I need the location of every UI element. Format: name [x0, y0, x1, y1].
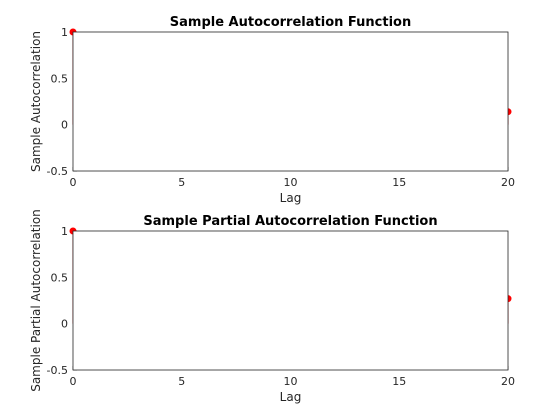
acf-y-tick-label: 0	[61, 119, 68, 132]
acf-x-tick-label: 15	[392, 176, 406, 189]
acf-y-tick-label: 1	[61, 26, 68, 39]
acf-x-tick-label: 0	[70, 176, 77, 189]
pacf-x-tick-label: 5	[178, 375, 185, 388]
pacf-y-tick-label: 1	[61, 225, 68, 238]
pacf-y-tick-label: 0.5	[51, 271, 69, 284]
pacf-y-tick-label: 0	[61, 318, 68, 331]
acf-x-tick-label: 20	[501, 176, 515, 189]
pacf-x-tick-label: 0	[70, 375, 77, 388]
acf-x-axis-label: Lag	[280, 191, 302, 205]
pacf-y-tick-label: -0.5	[47, 364, 68, 377]
acf-chart-title: Sample Autocorrelation Function	[170, 15, 411, 30]
pacf-axes-frame	[72, 230, 509, 371]
pacf-x-tick-label: 15	[392, 375, 406, 388]
pacf-x-tick-label: 10	[284, 375, 298, 388]
pacf-x-axis-label: Lag	[280, 390, 302, 404]
acf-x-tick-label: 5	[178, 176, 185, 189]
pacf-x-tick-label: 20	[501, 375, 515, 388]
acf-y-axis-label: Sample Autocorrelation	[29, 31, 43, 172]
pacf-y-axis-label: Sample Partial Autocorrelation	[29, 209, 43, 392]
acf-y-tick-label: -0.5	[47, 165, 68, 178]
pacf-chart-title: Sample Partial Autocorrelation Function	[143, 214, 437, 229]
acf-x-tick-label: 10	[284, 176, 298, 189]
acf-y-tick-label: 0.5	[51, 72, 69, 85]
acf-axes-frame	[72, 31, 509, 172]
